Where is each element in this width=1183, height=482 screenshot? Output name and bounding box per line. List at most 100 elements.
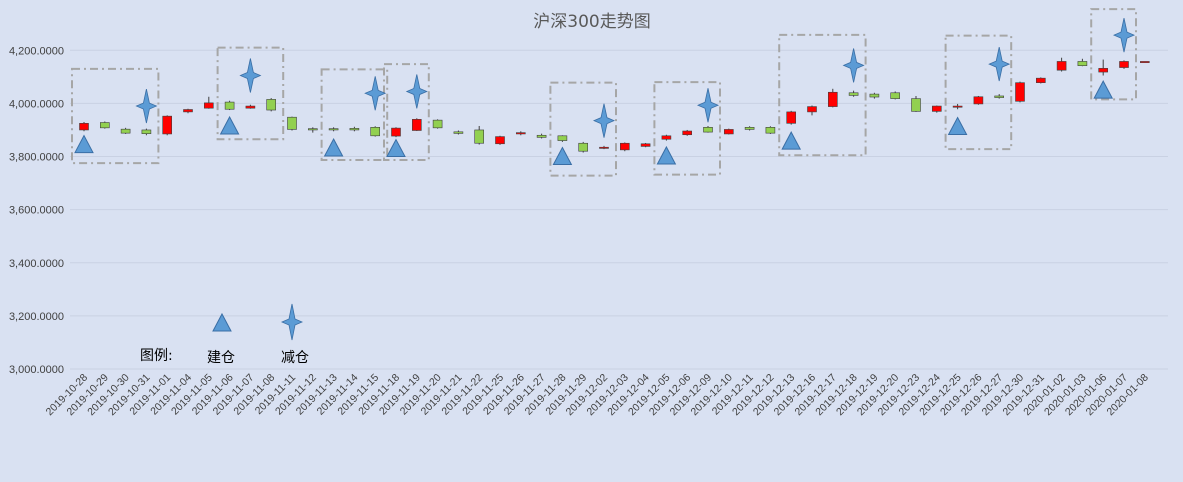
candle (827, 88, 838, 108)
candle (183, 108, 193, 114)
candle (411, 118, 422, 132)
candle (994, 94, 1005, 99)
candle-body (786, 111, 797, 124)
trade-markers (74, 18, 1136, 166)
y-axis-ticks: 3,000.0000 3,200.0000 3,400.0000 3,600.0000… (9, 45, 64, 376)
candle (120, 127, 131, 134)
candle (515, 131, 526, 136)
legend-label: 图例: (140, 348, 173, 364)
candle (162, 115, 172, 136)
candle-body (245, 105, 256, 109)
candle (307, 127, 318, 133)
y-tick-label: 3,600.0000 (9, 205, 64, 217)
candles (79, 57, 1150, 153)
candle (391, 127, 401, 138)
candle (848, 90, 859, 97)
candle (890, 91, 901, 100)
candle-body (370, 127, 381, 137)
candle-body (744, 127, 755, 130)
legend-reduce-label: 减仓 (281, 350, 309, 366)
build-marker (386, 138, 406, 158)
candle (807, 105, 817, 116)
candle (224, 100, 235, 111)
candle (287, 116, 297, 131)
candle-body (827, 91, 838, 107)
candle (869, 92, 880, 99)
candle-body (287, 116, 297, 130)
candle-body (141, 129, 152, 134)
candle-body (723, 129, 734, 135)
candle-body (578, 142, 589, 152)
highlight-box (778, 33, 867, 157)
candle-body (391, 127, 401, 137)
candle (204, 96, 214, 109)
candle (100, 121, 110, 129)
candle-body (349, 128, 360, 131)
highlight-box (383, 63, 430, 161)
reduce-marker (405, 74, 428, 109)
candle-body (994, 95, 1005, 98)
candle-body (931, 105, 942, 112)
candle-body (120, 128, 131, 134)
candle (141, 128, 152, 136)
candle-body (682, 130, 693, 136)
candle-body (1036, 77, 1046, 83)
highlight-box (71, 67, 160, 165)
candle (744, 126, 755, 131)
build-marker (219, 115, 240, 135)
candle (1098, 59, 1108, 76)
candle-body (661, 135, 672, 140)
legend-build-label: 建仓 (207, 350, 235, 366)
y-tick-label: 3,800.0000 (9, 152, 64, 164)
y-tick-label: 3,200.0000 (9, 311, 64, 323)
candle-body (1119, 61, 1129, 68)
candle-body (619, 142, 630, 151)
candle (640, 142, 651, 148)
reduce-marker (592, 103, 616, 138)
highlight-box (653, 81, 722, 176)
reduce-marker (135, 88, 158, 124)
candle (557, 135, 568, 142)
build-marker (781, 131, 802, 150)
legend-reduce-icon (280, 303, 304, 341)
candle (370, 126, 381, 137)
candle (245, 104, 256, 109)
highlight-box (320, 68, 389, 161)
candle-body (162, 115, 172, 135)
candle-body (266, 99, 277, 111)
highlight-box (944, 34, 1013, 151)
chart-title: 沪深300走势图 (533, 12, 650, 32)
candle (661, 134, 672, 141)
candle-body (911, 98, 921, 112)
candle (79, 121, 89, 132)
candle-body (100, 122, 110, 129)
candle-body (495, 136, 505, 145)
reduce-marker (696, 88, 720, 123)
candle (619, 142, 630, 152)
candle-body (1015, 82, 1025, 102)
candle (266, 98, 277, 112)
build-marker (74, 134, 94, 154)
candle-body (1098, 68, 1108, 73)
candle-body (328, 128, 339, 131)
reduce-marker (842, 48, 865, 83)
candle (1056, 57, 1067, 72)
candle (911, 95, 921, 112)
candle-body (79, 123, 89, 131)
x-axis-ticks: 2019-10-282019-10-292019-10-302019-10-31… (44, 372, 1151, 419)
candle (474, 125, 485, 145)
candle (1015, 81, 1025, 103)
candle-body (432, 119, 443, 129)
candle-body (952, 105, 963, 108)
candle (1119, 60, 1129, 69)
highlight-box (549, 81, 618, 177)
candle-body (973, 96, 984, 105)
candle (786, 110, 797, 125)
candle-body (869, 93, 880, 98)
build-marker (947, 116, 968, 136)
candle-body (204, 102, 214, 109)
candle (599, 145, 609, 150)
candle-body (703, 127, 713, 133)
candle-body (807, 106, 817, 113)
candle (765, 126, 776, 134)
